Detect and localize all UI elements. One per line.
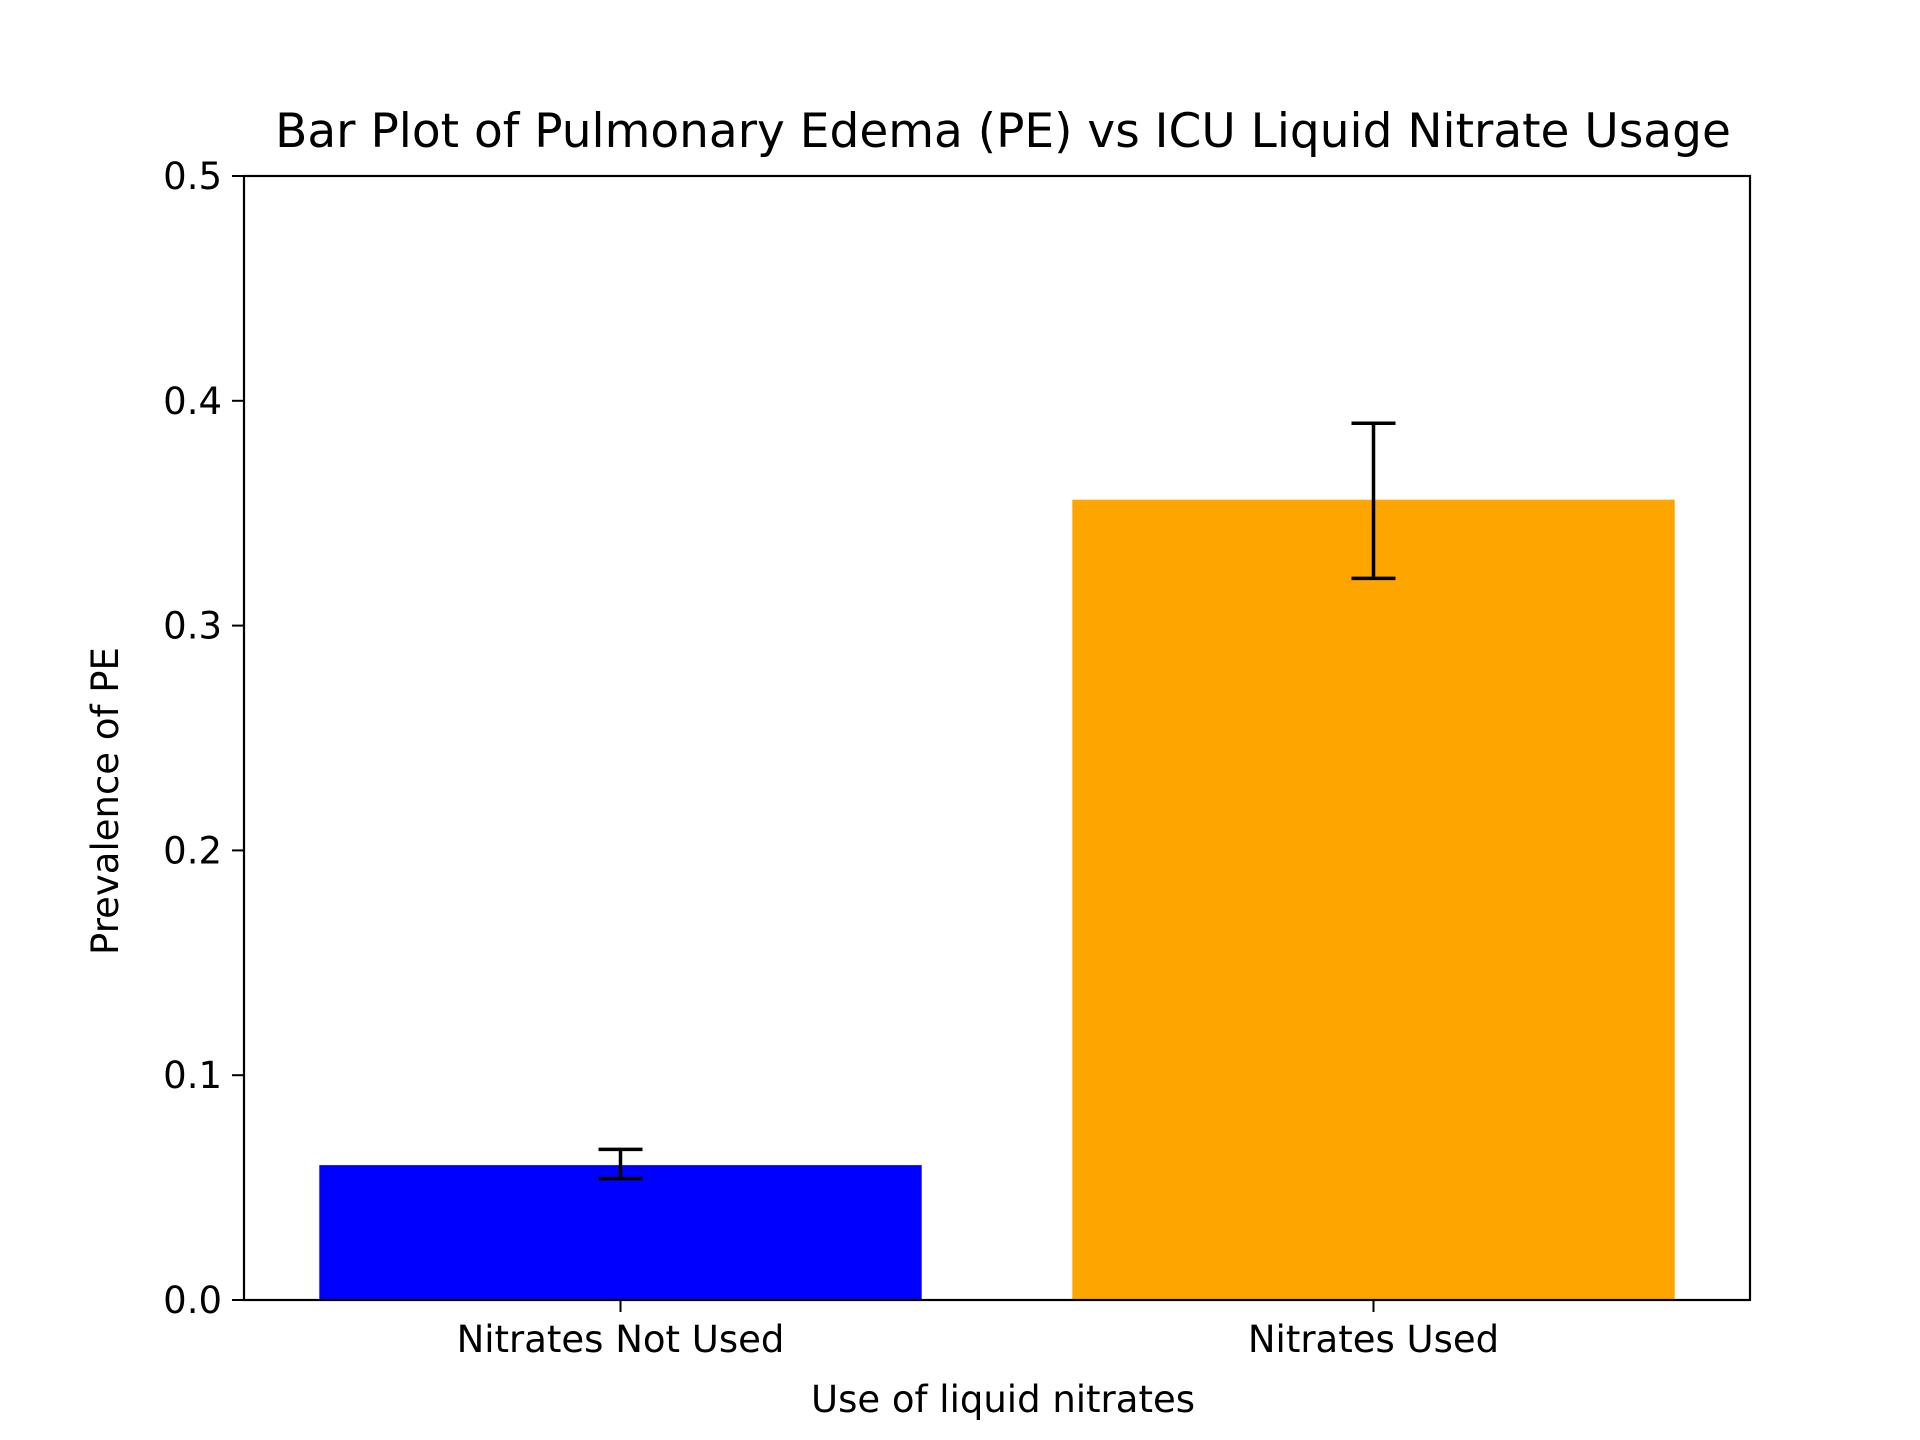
y-tick-label-3: 0.3 [163,605,222,648]
bar-0 [319,1165,922,1300]
chart-title: Bar Plot of Pulmonary Edema (PE) vs ICU … [275,104,1731,159]
plot-area: Nitrates Not Used Nitrates Used 0.0 0.1 0.2 0… [163,155,1752,1361]
y-axis-label: Prevalence of PE [84,647,127,955]
y-tick-label-1: 0.1 [163,1054,222,1097]
y-tick-label-2: 0.2 [163,829,222,872]
x-tick-label-0: Nitrates Not Used [457,1318,785,1361]
y-tick-label-5: 0.5 [163,155,222,198]
plot-frame [242,174,1752,1302]
x-axis-label: Use of liquid nitrates [811,1378,1195,1421]
y-tick-label-0: 0.0 [163,1279,222,1322]
bar-1 [1072,499,1675,1300]
y-tick-label-4: 0.4 [163,380,222,423]
x-tick-label-1: Nitrates Used [1248,1318,1499,1361]
